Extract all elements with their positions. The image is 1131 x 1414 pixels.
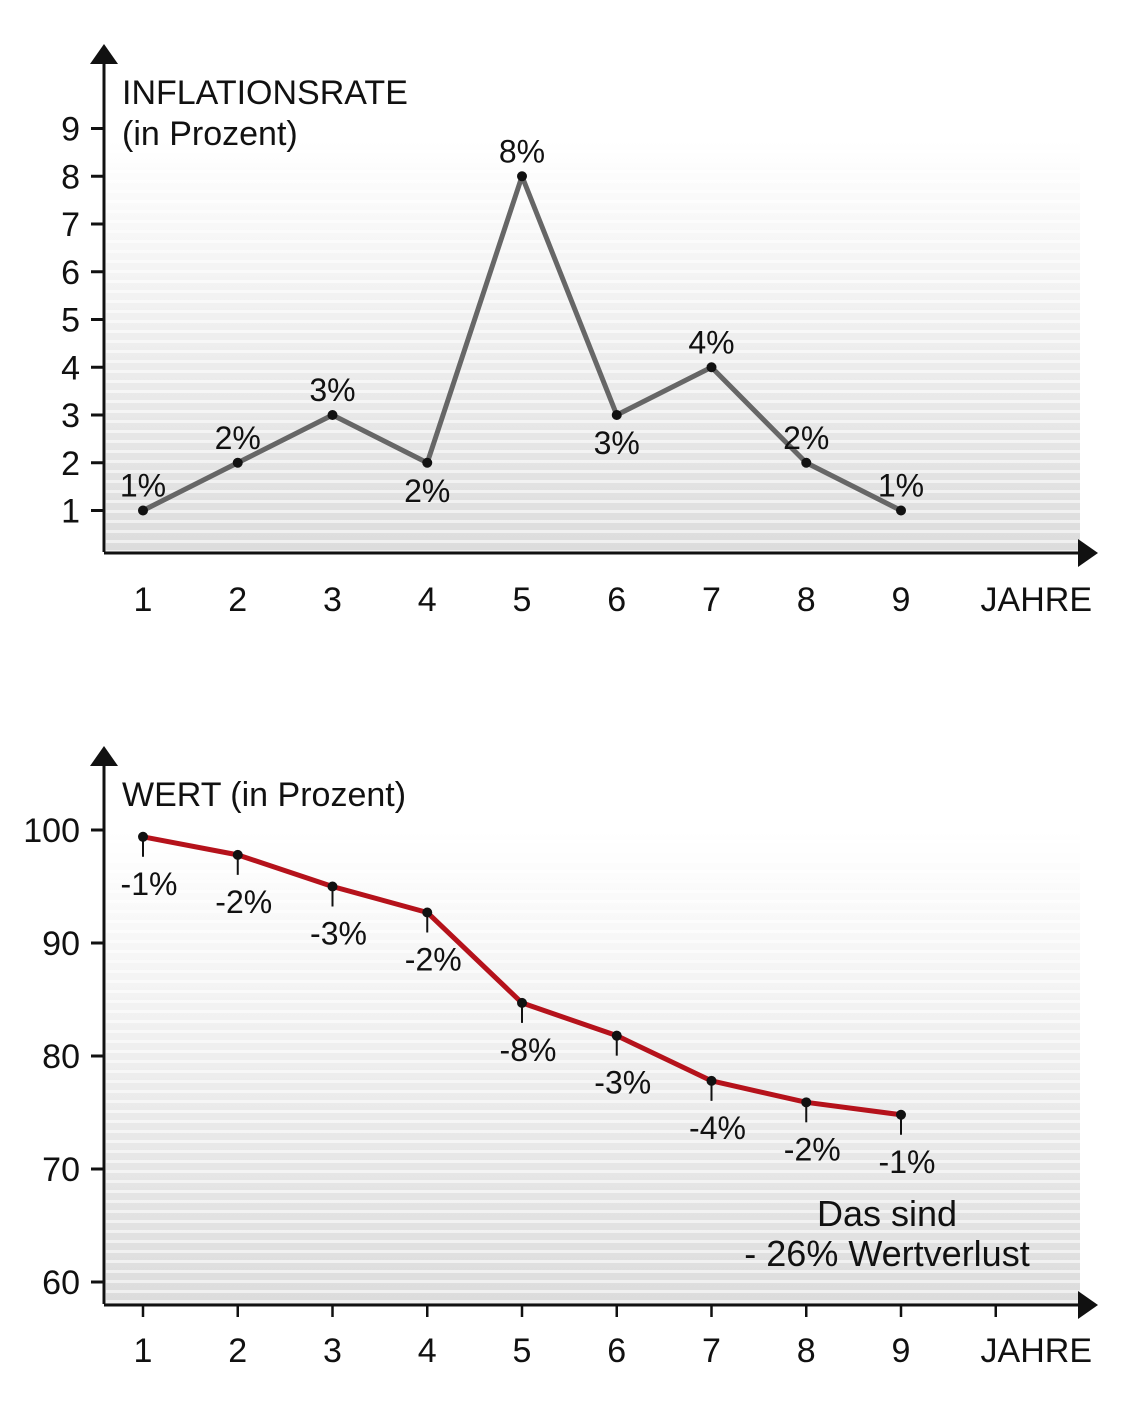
- inflation-x-ticks: 1 2 3 4 5 6 7 8 9: [134, 581, 911, 619]
- inflation-y-tick-label: 3: [61, 397, 80, 435]
- inflation-plot-stripes: [106, 140, 1080, 552]
- inflation-x-tick-label: 5: [513, 581, 532, 619]
- loss-annotation-line-1: Das sind: [817, 1193, 957, 1234]
- inflation-y-tick-label: 8: [61, 158, 80, 196]
- value-plot-stripes: [106, 830, 1080, 1304]
- inflation-point-label: 2%: [215, 420, 261, 456]
- value-data-point: [232, 849, 243, 860]
- value-point-label: -4%: [689, 1110, 746, 1146]
- inflation-data-point: [138, 505, 148, 516]
- inflation-x-axis-label: JAHRE: [981, 581, 1092, 619]
- value-x-axis-label: JAHRE: [981, 1332, 1092, 1370]
- value-y-tick-label: 80: [42, 1038, 80, 1076]
- value-data-point: [517, 997, 527, 1008]
- value-y-tick-label: 90: [42, 925, 80, 963]
- value-x-tick-label: 2: [228, 1332, 247, 1370]
- value-point-label: -3%: [310, 916, 367, 952]
- value-point-label: -2%: [784, 1131, 841, 1167]
- inflation-data-point: [517, 171, 527, 182]
- inflation-point-label: 1%: [120, 468, 166, 504]
- value-data-point: [611, 1030, 622, 1041]
- value-x-tick-label: 5: [513, 1332, 532, 1370]
- value-x-tick-label: 8: [797, 1332, 816, 1370]
- inflation-y-tick-label: 1: [61, 493, 80, 531]
- value-x-tick-label: 3: [323, 1332, 342, 1370]
- inflation-subtitle: (in Prozent): [122, 115, 298, 153]
- value-y-tick-label: 60: [42, 1264, 80, 1302]
- inflation-data-point: [801, 457, 812, 468]
- inflation-y-tick-label: 5: [61, 302, 80, 340]
- value-data-point: [801, 1097, 812, 1108]
- value-x-axis-arrow: [1078, 1291, 1098, 1319]
- value-point-label: -8%: [500, 1032, 557, 1068]
- value-y-tick-label: 100: [23, 812, 80, 850]
- inflation-chart: INFLATIONSRATE (in Prozent) JAHRE 1 2 3 4 5 6…: [61, 44, 1098, 619]
- inflation-y-tick-label: 6: [61, 254, 80, 292]
- inflation-series: [138, 171, 906, 516]
- inflation-x-tick-label: 4: [418, 581, 437, 619]
- value-x-tick-label: 4: [418, 1332, 437, 1370]
- inflation-data-point: [327, 410, 338, 420]
- inflation-y-tick-label: 2: [61, 445, 80, 483]
- inflation-y-ticks: 1 2 3 4 5 6 7 8 9: [61, 111, 104, 531]
- inflation-data-point: [611, 410, 622, 420]
- inflation-x-tick-label: 3: [323, 581, 342, 619]
- inflation-point-label: 3%: [594, 425, 640, 461]
- value-x-ticks: 1 2 3 4 5 6 7 8 9: [134, 1305, 997, 1370]
- inflation-data-point: [422, 457, 433, 468]
- inflation-y-tick-label: 4: [61, 349, 80, 387]
- inflation-point-label: 2%: [404, 473, 450, 509]
- inflation-point-label: 8%: [499, 133, 545, 169]
- value-data-point: [138, 831, 148, 842]
- value-point-label: -2%: [215, 884, 272, 920]
- value-x-tick-label: 9: [892, 1332, 911, 1370]
- inflation-x-axis-arrow: [1078, 539, 1098, 567]
- inflation-point-labels: 1% 2% 3% 2% 8% 3% 4% 2% 1%: [120, 133, 924, 509]
- value-point-label: -3%: [594, 1065, 651, 1101]
- inflation-y-tick-label: 7: [61, 206, 80, 244]
- value-data-point: [896, 1109, 906, 1120]
- value-x-tick-label: 1: [134, 1332, 153, 1370]
- inflation-point-label: 2%: [783, 420, 829, 456]
- inflation-point-label: 4%: [688, 324, 734, 360]
- value-x-tick-label: 6: [607, 1332, 626, 1370]
- value-series: [138, 831, 906, 1135]
- value-x-tick-label: 7: [702, 1332, 721, 1370]
- inflation-y-axis-arrow: [90, 44, 118, 64]
- inflation-x-tick-label: 6: [607, 581, 626, 619]
- inflation-title: INFLATIONSRATE: [122, 74, 408, 112]
- inflation-data-point: [232, 457, 243, 468]
- value-point-labels: -1% -2% -3% -2% -8% -3% -4% -2% -1%: [121, 866, 936, 1180]
- inflation-point-label: 3%: [309, 372, 355, 408]
- value-point-label: -1%: [879, 1144, 936, 1180]
- value-point-label: -1%: [121, 866, 178, 902]
- value-y-axis-arrow: [90, 746, 118, 766]
- inflation-x-tick-label: 2: [228, 581, 247, 619]
- inflation-x-tick-label: 9: [892, 581, 911, 619]
- inflation-x-tick-label: 8: [797, 581, 816, 619]
- value-y-tick-label: 70: [42, 1151, 80, 1189]
- inflation-y-tick-label: 9: [61, 111, 80, 149]
- inflation-data-point: [706, 362, 717, 373]
- loss-annotation-line-2: - 26% Wertverlust: [744, 1233, 1029, 1274]
- value-data-point: [327, 881, 338, 892]
- value-title: WERT (in Prozent): [122, 776, 406, 814]
- value-data-point: [706, 1075, 717, 1086]
- inflation-x-tick-label: 1: [134, 581, 153, 619]
- value-y-ticks: 60 70 80 90 100: [23, 812, 104, 1302]
- inflation-x-tick-label: 7: [702, 581, 721, 619]
- value-data-point: [422, 907, 433, 918]
- inflation-point-label: 1%: [878, 468, 924, 504]
- value-chart: WERT (in Prozent) JAHRE 60 70 80 90 100 1 2 3 4…: [23, 746, 1098, 1370]
- inflation-data-point: [896, 505, 906, 516]
- value-point-label: -2%: [405, 941, 462, 977]
